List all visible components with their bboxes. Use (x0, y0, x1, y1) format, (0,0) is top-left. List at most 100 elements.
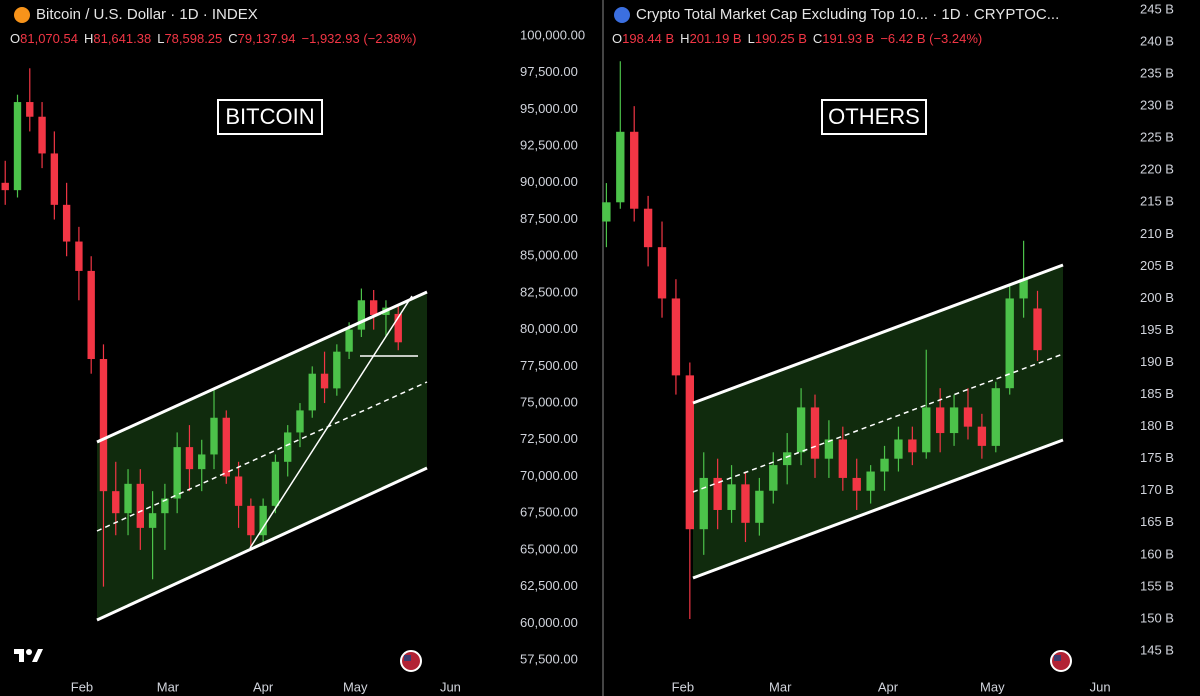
y-tick-label: 230 B (1140, 98, 1174, 113)
ohlc-value: 78,598.25 (164, 31, 222, 46)
candle-body (394, 313, 402, 343)
candle-body (810, 407, 820, 459)
y-tick-label: 220 B (1140, 162, 1174, 177)
channel-lower (692, 438, 1064, 580)
candle-body (824, 439, 834, 459)
candle-body (866, 471, 875, 491)
candle-body (657, 247, 667, 299)
y-tick-label: 210 B (1140, 226, 1174, 241)
candle-body (935, 407, 945, 434)
candle-body (880, 458, 889, 472)
y-tick-label: 145 B (1140, 642, 1174, 657)
y-tick-label: 195 B (1140, 322, 1174, 337)
candle-body (38, 116, 46, 154)
y-tick-label: 65,000.00 (520, 541, 578, 556)
y-tick-label: 235 B (1140, 66, 1174, 81)
x-tick-label: Jun (440, 679, 461, 694)
candle-body (630, 131, 639, 209)
y-tick-label: 240 B (1140, 33, 1174, 48)
candle-body (161, 498, 169, 514)
channel-upper (96, 290, 428, 444)
candle-body (713, 477, 722, 510)
symbol-title: Bitcoin / U.S. Dollar · 1D · INDEX (36, 6, 258, 23)
ohlc-key: L (748, 31, 755, 46)
y-tick-label: 225 B (1140, 130, 1174, 145)
annotation: BITCOIN (225, 104, 314, 129)
candle-body (333, 351, 341, 389)
ohlc-value: 198.44 B (622, 31, 674, 46)
y-tick-label: 215 B (1140, 194, 1174, 209)
symbol-title: Crypto Total Market Cap Excluding Top 10… (636, 6, 1059, 23)
y-tick-label: 245 B (1140, 1, 1174, 16)
candle-body (1019, 279, 1028, 299)
candle-body (671, 298, 681, 376)
candle-body (894, 439, 903, 459)
ohlc-key: C (228, 31, 237, 46)
y-tick-label: 90,000.00 (520, 174, 578, 189)
candle-body (796, 407, 806, 453)
ohlc-key: O (612, 31, 622, 46)
ohlc-value: 201.19 B (690, 31, 742, 46)
candle-body (148, 513, 157, 528)
candle-body (284, 432, 292, 462)
y-tick-label: 95,000.00 (520, 101, 578, 116)
y-tick-label: 75,000.00 (520, 395, 578, 410)
ohlc-value: 190.25 B (755, 31, 807, 46)
x-tick-label: Apr (253, 679, 274, 694)
candle-body (908, 439, 917, 453)
y-tick-label: 82,500.00 (520, 284, 578, 299)
y-tick-label: 185 B (1140, 386, 1174, 401)
x-tick-label: Feb (71, 679, 93, 694)
candle-body (963, 407, 973, 427)
ohlc-legend: O198.44 B H201.19 B L190.25 B C191.93 B −6.4… (612, 31, 982, 46)
y-tick-label: 205 B (1140, 258, 1174, 273)
candle-body (345, 329, 353, 352)
ohlc-key: L (157, 31, 164, 46)
candle-body (308, 373, 316, 411)
candle-body (13, 102, 22, 191)
candle-body (259, 505, 267, 536)
y-tick-label: 67,500.00 (520, 505, 578, 520)
ohlc-value: 191.93 B (822, 31, 874, 46)
y-tick-label: 72,500.00 (520, 431, 578, 446)
y-tick-label: 160 B (1140, 546, 1174, 561)
candle-body (210, 417, 218, 455)
candle-body (755, 490, 764, 523)
x-tick-label: Mar (157, 679, 180, 694)
candle-body (198, 454, 206, 470)
y-tick-label: 62,500.00 (520, 578, 578, 593)
ohlc-key: O (10, 31, 20, 46)
candle-body (50, 153, 59, 205)
candle-body (783, 452, 792, 466)
x-tick-label: Jun (1090, 679, 1111, 694)
ohlc-change: −1,932.93 (−2.38%) (302, 31, 417, 46)
candle-body (1005, 298, 1014, 389)
y-tick-label: 85,000.00 (520, 248, 578, 263)
candle-body (922, 407, 931, 453)
candle-body (185, 447, 194, 470)
ohlc-change: −6.42 B (−3.24%) (880, 31, 982, 46)
x-tick-label: Feb (672, 679, 694, 694)
tv-logo (14, 649, 43, 662)
candles (602, 61, 1042, 619)
ohlc-key: C (813, 31, 822, 46)
annotation-box (821, 99, 927, 135)
candle-body (136, 483, 145, 528)
candle-body (87, 270, 95, 360)
candle-body (357, 300, 366, 330)
y-tick-label: 150 B (1140, 610, 1174, 625)
candle-body (99, 359, 108, 492)
candle-body (1, 182, 9, 191)
candle-body (616, 131, 625, 203)
candle-body (852, 477, 861, 491)
x-tick-label: Apr (878, 679, 899, 694)
y-tick-label: 87,500.00 (520, 211, 578, 226)
candle-body (369, 300, 378, 315)
candle-body (685, 375, 695, 530)
symbol-icon (14, 7, 30, 23)
flag-icon (400, 650, 1072, 672)
y-tick-label: 60,000.00 (520, 615, 578, 630)
candle-body (949, 407, 959, 434)
